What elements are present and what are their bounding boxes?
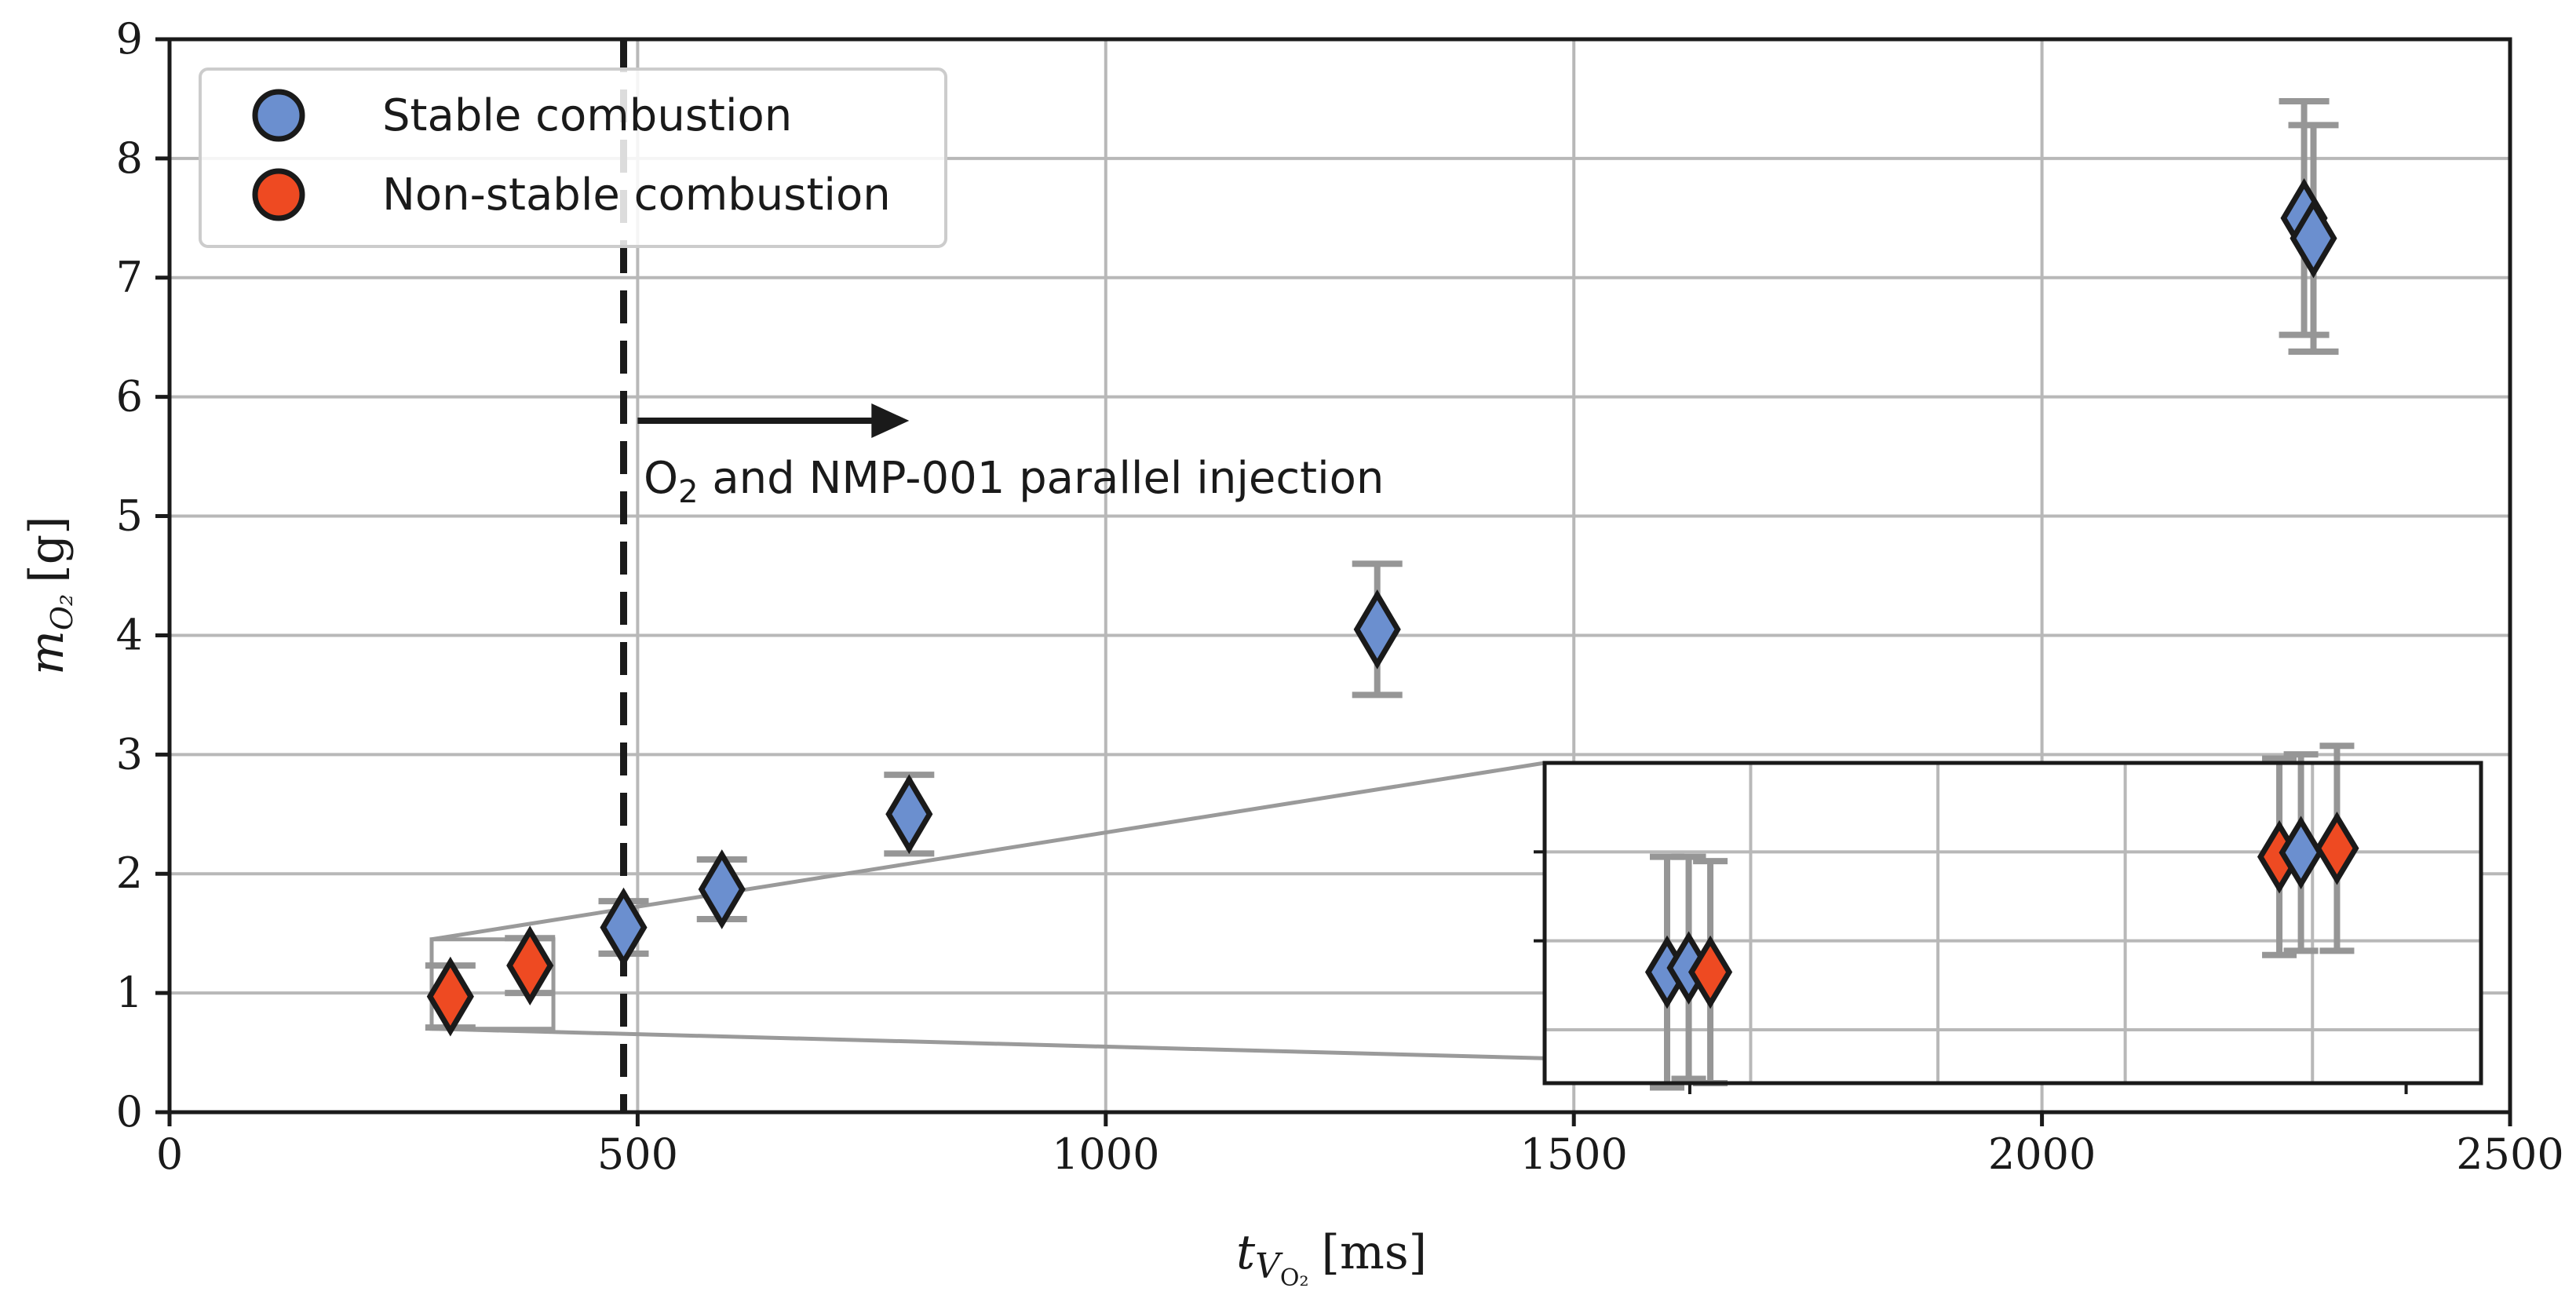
stable-combustionpoint: [2290, 198, 2337, 279]
x-tick-label: 500: [597, 1129, 678, 1179]
data-points: [425, 97, 2339, 1037]
y-label-unit: [g]: [20, 516, 75, 582]
y-tick-label: 6: [116, 372, 143, 421]
x-label-t: t: [1236, 1225, 1256, 1280]
axis-ticks: 0 500 1000 1500 2000 2500 0 1 2 3 4 5 6 7 8 9: [116, 14, 2564, 1179]
stable-combustionpoint: [698, 849, 746, 929]
grid-lines: [170, 39, 2510, 1112]
x-label-o2: O₂: [1280, 1264, 1309, 1292]
inset-stable-combustionpoint: [2279, 816, 2323, 890]
y-axis-label: mO₂ [g]: [20, 516, 79, 675]
y-tick-label: 5: [116, 491, 143, 541]
y-tick-label: 1: [116, 968, 143, 1017]
legend-box: [199, 68, 947, 248]
y-tick-label: 9: [116, 14, 143, 64]
x-tick-label: 2000: [1988, 1129, 2096, 1179]
y-tick-label: 3: [116, 729, 143, 779]
x-label-v: V: [1255, 1246, 1283, 1286]
inset-data-points: [1644, 743, 2359, 1091]
stable-combustionpoint: [1353, 589, 1401, 670]
y-tick-label: 2: [116, 848, 143, 898]
legend-label-stable: Stable combustion: [382, 90, 792, 141]
y-tick-label: 7: [116, 253, 143, 302]
inset-non-stable-combustionpoint: [2315, 811, 2359, 885]
y-tick-label: 0: [116, 1087, 143, 1137]
legend-marker-non-stable: [252, 168, 305, 221]
x-tick-label: 0: [156, 1129, 183, 1179]
annotation-text: O2 and NMP-001 parallel injection: [644, 453, 1384, 510]
inset-ticks: [1534, 850, 2408, 1094]
x-tick-label: 1500: [1520, 1129, 1627, 1179]
y-tick-label: 4: [116, 610, 143, 659]
stable-combustionpoint: [600, 887, 648, 968]
legend-marker-stable: [252, 89, 305, 142]
legend-label-non-stable: Non-stable combustion: [382, 170, 891, 221]
non-stable-combustionpoint: [426, 956, 474, 1037]
inset-non-stable-combustionpoint: [1688, 935, 1733, 1009]
inset-zoom-panel: [1534, 743, 2483, 1094]
y-label-o2: O₂: [45, 594, 79, 630]
plot-frame: [167, 37, 2512, 1115]
annotation-o: O: [644, 453, 678, 504]
legend: Stable combustion Non-stable combustion: [199, 68, 947, 248]
annotation-sub: 2: [678, 474, 698, 510]
y-tick-label: 8: [116, 133, 143, 183]
inset-background: [1545, 763, 2481, 1083]
direction-arrow-head: [871, 403, 910, 439]
x-tick-label: 1000: [1052, 1129, 1159, 1179]
inset-frame: [1542, 761, 2483, 1086]
stable-combustionpoint: [885, 774, 933, 855]
x-tick-label: 2500: [2456, 1129, 2563, 1179]
x-axis-label: tVO₂ [ms]: [1236, 1225, 1427, 1292]
y-label-m: m: [20, 630, 75, 675]
annotation-rest: and NMP-001 parallel injection: [699, 453, 1385, 504]
non-stable-combustionpoint: [506, 925, 554, 1006]
x-label-unit: [ms]: [1322, 1225, 1428, 1280]
